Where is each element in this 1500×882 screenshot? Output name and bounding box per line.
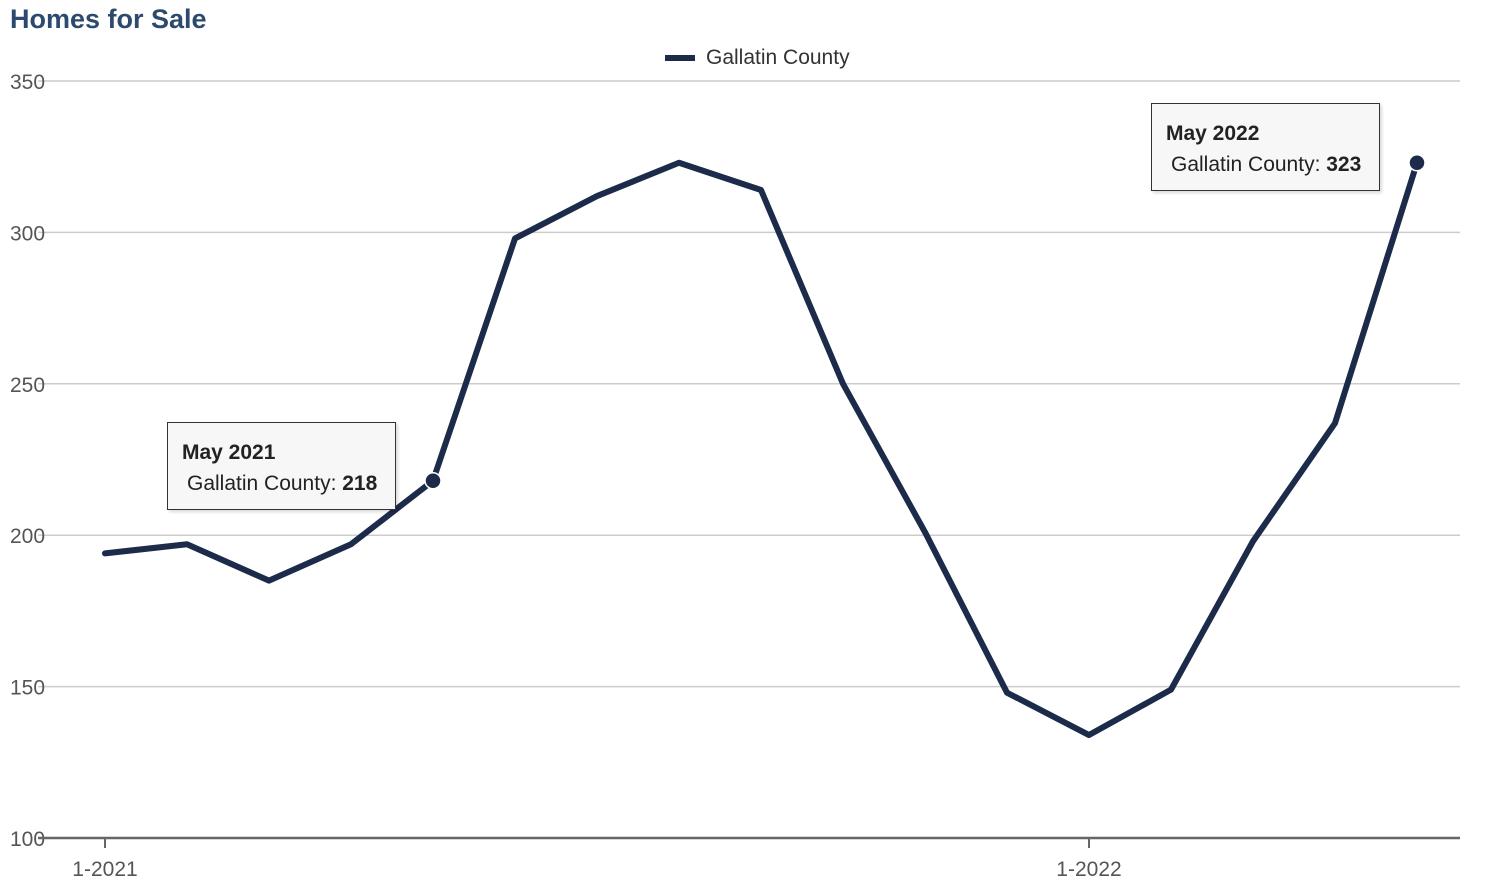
legend-label: Gallatin County [706, 46, 850, 69]
y-tick-label-150: 150 [10, 677, 45, 700]
y-tick-label-200: 200 [10, 525, 45, 548]
tooltip-value: 218 [342, 472, 378, 495]
tooltip-value: 323 [1326, 153, 1362, 176]
highlight-point-0 [424, 471, 442, 490]
tooltip-series-label: Gallatin County: [1171, 153, 1327, 176]
y-tick-label-350: 350 [10, 71, 45, 94]
tooltip-heading: May 2022 [1166, 122, 1260, 145]
chart-legend[interactable]: Gallatin County [665, 46, 850, 70]
y-tick-label-100: 100 [10, 828, 45, 851]
tooltip-may-2021: May 2021 Gallatin County: 218 [167, 422, 397, 510]
legend-swatch [665, 55, 695, 61]
tooltip-may-2022: May 2022 Gallatin County: 323 [1151, 103, 1381, 191]
highlight-point-1 [1408, 154, 1426, 172]
series-line-0 [102, 159, 1420, 739]
y-tick-label-300: 300 [10, 222, 45, 245]
x-tick-label-1-2022: 1-2022 [1056, 858, 1121, 881]
tooltip-series-label: Gallatin County: [187, 472, 343, 495]
y-tick-label-250: 250 [10, 374, 45, 397]
x-tick-label-1-2021: 1-2021 [72, 858, 137, 881]
tooltip-heading: May 2021 [182, 441, 276, 464]
tooltip-body: Gallatin County: 218 [182, 468, 377, 499]
chart-title: Homes for Sale [10, 4, 207, 34]
tooltip-body: Gallatin County: 323 [1166, 149, 1361, 180]
